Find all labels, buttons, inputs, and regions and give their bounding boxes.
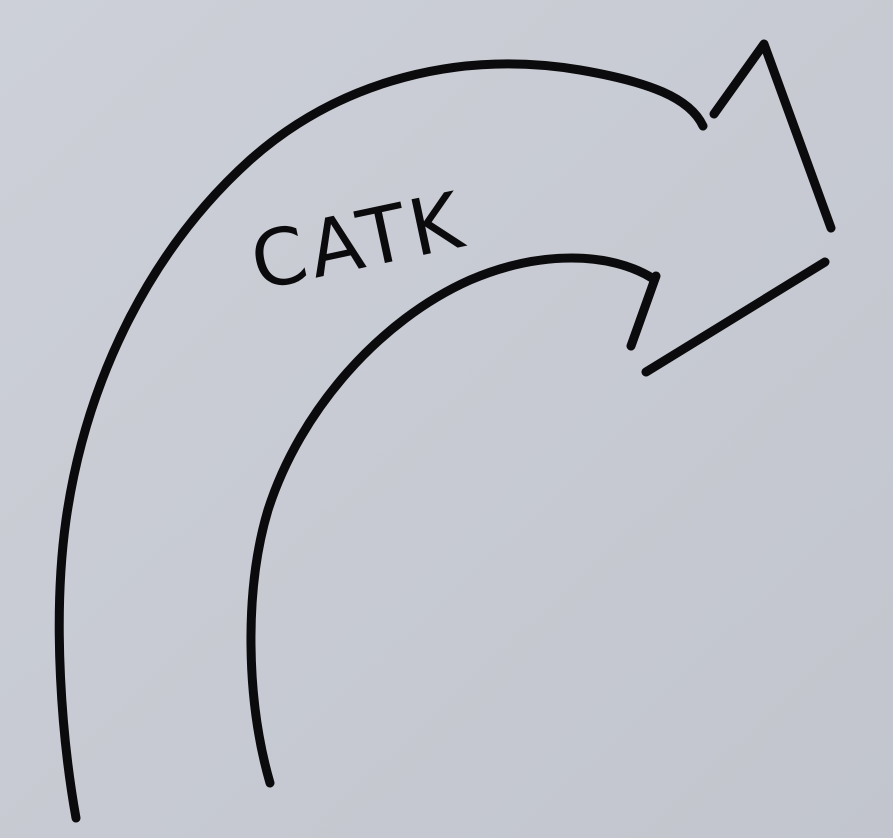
arrow-notch — [626, 271, 661, 351]
outer-curve — [54, 59, 708, 823]
arrow-head-upper — [709, 39, 836, 233]
inner-curve — [246, 253, 657, 788]
arrow-head-lower — [641, 257, 830, 377]
